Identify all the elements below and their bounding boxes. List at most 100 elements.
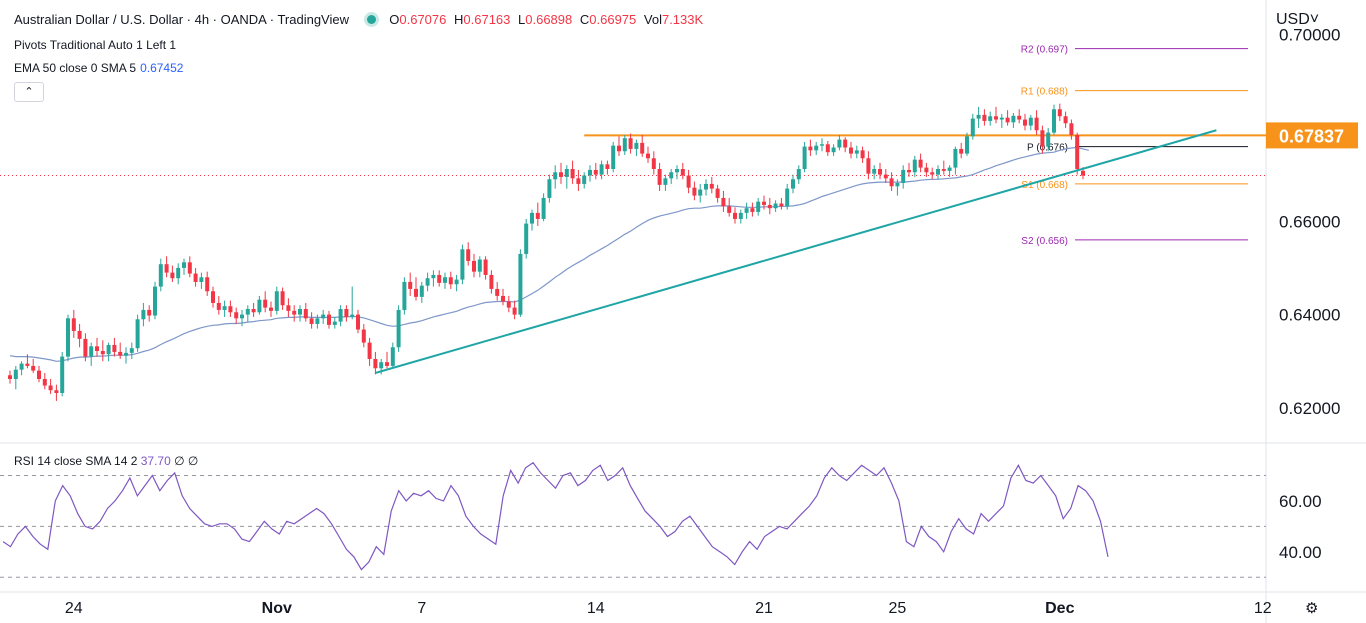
candle-body: [593, 169, 598, 175]
candle-body: [396, 309, 401, 348]
price-axis-tick: 0.66000: [1279, 212, 1340, 231]
collapse-legend-button[interactable]: ⌃: [14, 82, 44, 102]
close-label: C: [579, 12, 590, 27]
chart-header: Australian Dollar / U.S. Dollar · 4h · O…: [14, 12, 707, 27]
time-axis-tick: 14: [587, 600, 605, 617]
rsi-line: [2, 461, 1109, 571]
candle-body: [71, 318, 76, 331]
candle-body: [216, 302, 221, 310]
candle-body: [106, 344, 111, 355]
candle-body: [1005, 117, 1010, 123]
candle-body: [8, 375, 12, 379]
candle-body: [443, 277, 447, 283]
ema-indicator-legend[interactable]: EMA 50 close 0 SMA 5 0.67452: [14, 61, 183, 75]
candle-body: [361, 329, 366, 343]
candle-body: [756, 201, 761, 212]
candle-body: [878, 169, 882, 175]
pivot-level-label: S2 (0.656): [1021, 236, 1068, 247]
candle-body: [605, 164, 610, 169]
time-axis-tick: 25: [889, 600, 907, 617]
candle-body: [785, 188, 790, 207]
candle-body: [872, 169, 877, 174]
time-axis-tick: Dec: [1045, 600, 1074, 617]
candle-body: [698, 189, 703, 196]
candle-body: [280, 291, 285, 306]
ema-indicator-label: EMA 50 close 0 SMA 5: [14, 61, 137, 75]
candle-body: [483, 259, 488, 275]
pivots-indicator-legend[interactable]: Pivots Traditional Auto 1 Left 1: [14, 38, 176, 52]
time-axis-tick: 7: [417, 600, 426, 617]
candle-body: [767, 204, 772, 209]
candle-body: [77, 330, 82, 339]
rsi-legend[interactable]: RSI 14 close SMA 14 2 37.70 ∅ ∅: [14, 454, 198, 468]
candle-body: [240, 314, 244, 319]
candle-body: [617, 145, 621, 152]
candle-body: [89, 346, 94, 357]
candle-body: [622, 138, 627, 152]
price-label: 0.67837: [1279, 126, 1344, 146]
candle-body: [646, 153, 650, 159]
candle-body: [936, 169, 940, 175]
candle-body: [988, 116, 993, 121]
candle-body: [129, 348, 134, 353]
candle-body: [796, 169, 801, 180]
rsi-axis-tick: 60.00: [1279, 492, 1322, 511]
candle-body: [350, 314, 355, 317]
low-label: L: [518, 12, 526, 27]
candle-body: [843, 139, 848, 148]
candle-body: [309, 318, 314, 324]
candle-body: [762, 201, 766, 205]
candle-body: [825, 144, 830, 153]
candle-body: [356, 314, 360, 330]
candle-body: [153, 286, 157, 316]
candle-body: [222, 306, 227, 310]
candle-body: [866, 158, 871, 174]
gear-icon[interactable]: ⚙: [1305, 600, 1319, 617]
market-status-icon: [366, 15, 376, 24]
candle-body: [651, 158, 656, 169]
candle-body: [425, 278, 430, 286]
candle-body: [472, 260, 476, 272]
symbol-title[interactable]: Australian Dollar / U.S. Dollar · 4h · O…: [14, 12, 349, 27]
candle-body: [750, 208, 755, 212]
candle-body: [535, 212, 540, 219]
candle-body: [31, 365, 36, 371]
rsi-indicator-extra: ∅ ∅: [174, 454, 199, 468]
candle-body: [959, 148, 964, 154]
candle-body: [1052, 109, 1056, 133]
candle-body: [182, 262, 186, 268]
candle-body: [779, 203, 784, 207]
candle-body: [402, 281, 407, 310]
candle-body: [727, 206, 732, 213]
candle-body: [930, 172, 935, 175]
pivots-indicator-label: Pivots Traditional Auto 1 Left 1: [14, 38, 177, 52]
candle-body: [849, 147, 853, 154]
candle-body: [332, 321, 337, 325]
candle-body: [924, 167, 929, 173]
rsi-indicator-label: RSI 14 close SMA 14 2: [14, 454, 138, 468]
currency-selector[interactable]: USD˅: [1276, 11, 1320, 28]
candle-body: [1023, 119, 1027, 126]
candle-body: [135, 319, 140, 349]
candle-body: [547, 179, 552, 198]
candle-body: [25, 363, 30, 366]
time-axis-tick: 21: [755, 600, 773, 617]
candle-body: [448, 277, 453, 285]
candle-body: [257, 299, 262, 313]
candle-body: [48, 385, 53, 391]
open-label: O: [389, 12, 400, 27]
candle-body: [303, 309, 308, 319]
candle-body: [1028, 117, 1033, 126]
candle-body: [1011, 115, 1016, 123]
candle-body: [112, 344, 117, 352]
pivot-level-label: P (0.676): [1027, 143, 1068, 154]
candle-body: [512, 307, 517, 315]
candle-body: [298, 309, 302, 315]
candle-body: [193, 273, 198, 282]
candle-body: [570, 169, 575, 179]
candle-body: [669, 172, 674, 179]
candle-body: [588, 169, 592, 176]
candle-body: [477, 259, 482, 272]
